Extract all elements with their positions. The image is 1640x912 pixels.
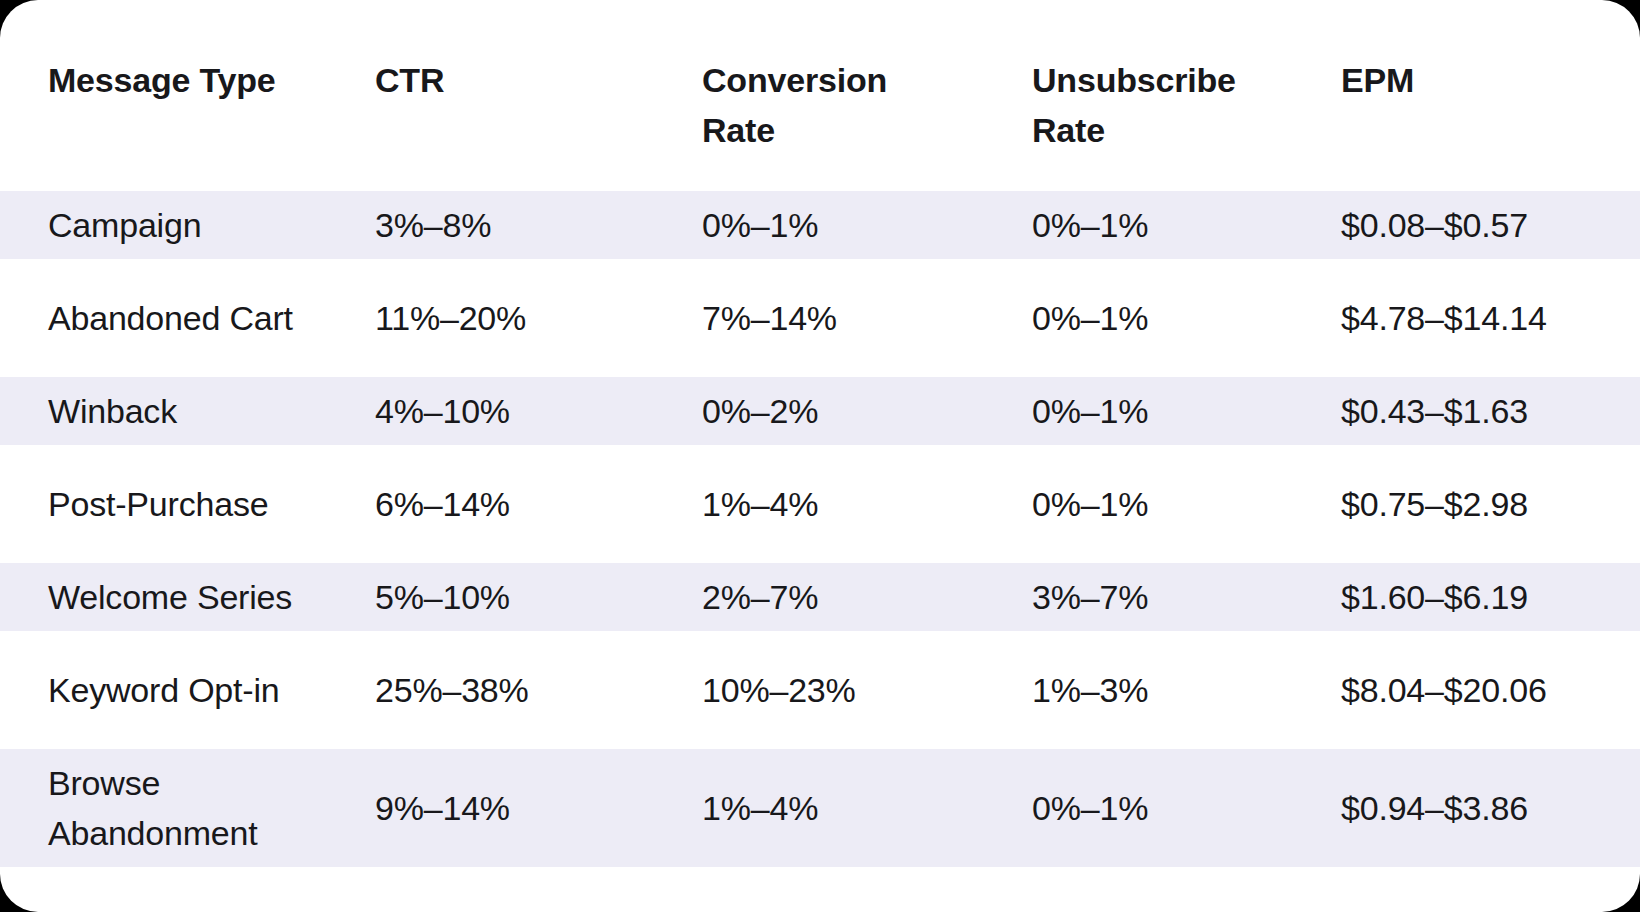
table-cell-conversion-rate: 0%–2%	[702, 386, 1032, 436]
table-cell-ctr: 11%–20%	[375, 293, 702, 343]
table-cell-message-type: Keyword Opt-in	[48, 665, 375, 715]
table-cell-unsubscribe-rate: 3%–7%	[1032, 572, 1341, 622]
table-cell-unsubscribe-rate: 0%–1%	[1032, 293, 1341, 343]
table-cell-ctr: 25%–38%	[375, 665, 702, 715]
table-cell-ctr: 9%–14%	[375, 783, 702, 833]
table-cell-message-type: Browse Abandonment	[48, 758, 375, 858]
table-row-winback: Winback 4%–10% 0%–2% 0%–1% $0.43–$1.63	[0, 377, 1640, 445]
table-cell-message-type: Abandoned Cart	[48, 293, 375, 343]
table-cell-epm: $0.75–$2.98	[1341, 479, 1640, 529]
table-cell-unsubscribe-rate: 0%–1%	[1032, 479, 1341, 529]
column-header-message-type: Message Type	[48, 55, 375, 105]
table-cell-message-type: Post-Purchase	[48, 479, 375, 529]
table-cell-conversion-rate: 1%–4%	[702, 479, 1032, 529]
column-header-ctr: CTR	[375, 55, 702, 105]
table-cell-epm: $8.04–$20.06	[1341, 665, 1640, 715]
column-header-label: Message Type	[48, 61, 276, 99]
table-row-keyword-opt-in: Keyword Opt-in 25%–38% 10%–23% 1%–3% $8.…	[0, 656, 1640, 724]
table-cell-message-type: Welcome Series	[48, 572, 375, 622]
column-header-label: EPM	[1341, 61, 1414, 99]
column-header-label: CTR	[375, 61, 444, 99]
table-row-post-purchase: Post-Purchase 6%–14% 1%–4% 0%–1% $0.75–$…	[0, 470, 1640, 538]
table-row-campaign: Campaign 3%–8% 0%–1% 0%–1% $0.08–$0.57	[0, 191, 1640, 259]
table-row-welcome-series: Welcome Series 5%–10% 2%–7% 3%–7% $1.60–…	[0, 563, 1640, 631]
table-cell-conversion-rate: 2%–7%	[702, 572, 1032, 622]
table-cell-conversion-rate: 1%–4%	[702, 783, 1032, 833]
table-card: Message Type CTR Conversion Rate Unsubsc…	[0, 0, 1640, 912]
table-cell-conversion-rate: 10%–23%	[702, 665, 1032, 715]
table-cell-epm: $0.94–$3.86	[1341, 783, 1640, 833]
table-cell-unsubscribe-rate: 0%–1%	[1032, 200, 1341, 250]
table-row-browse-abandonment: Browse Abandonment 9%–14% 1%–4% 0%–1% $0…	[0, 749, 1640, 867]
table-cell-ctr: 4%–10%	[375, 386, 702, 436]
table-cell-message-type: Campaign	[48, 200, 375, 250]
column-header-unsubscribe-rate: Unsubscribe Rate	[1032, 55, 1341, 155]
table-row-abandoned-cart: Abandoned Cart 11%–20% 7%–14% 0%–1% $4.7…	[0, 284, 1640, 352]
table-cell-epm: $4.78–$14.14	[1341, 293, 1640, 343]
table-header-row: Message Type CTR Conversion Rate Unsubsc…	[0, 25, 1640, 166]
column-header-conversion-rate: Conversion Rate	[702, 55, 1032, 155]
table-cell-ctr: 5%–10%	[375, 572, 702, 622]
table-cell-unsubscribe-rate: 0%–1%	[1032, 783, 1341, 833]
message-metrics-table: Message Type CTR Conversion Rate Unsubsc…	[0, 0, 1640, 867]
table-cell-conversion-rate: 0%–1%	[702, 200, 1032, 250]
table-cell-epm: $0.08–$0.57	[1341, 200, 1640, 250]
table-cell-ctr: 3%–8%	[375, 200, 702, 250]
table-cell-unsubscribe-rate: 0%–1%	[1032, 386, 1341, 436]
column-header-label: Conversion Rate	[702, 55, 952, 155]
table-cell-epm: $0.43–$1.63	[1341, 386, 1640, 436]
column-header-label: Unsubscribe Rate	[1032, 55, 1282, 155]
table-cell-ctr: 6%–14%	[375, 479, 702, 529]
table-cell-epm: $1.60–$6.19	[1341, 572, 1640, 622]
table-cell-conversion-rate: 7%–14%	[702, 293, 1032, 343]
table-cell-message-type: Winback	[48, 386, 375, 436]
table-cell-unsubscribe-rate: 1%–3%	[1032, 665, 1341, 715]
column-header-epm: EPM	[1341, 55, 1640, 105]
